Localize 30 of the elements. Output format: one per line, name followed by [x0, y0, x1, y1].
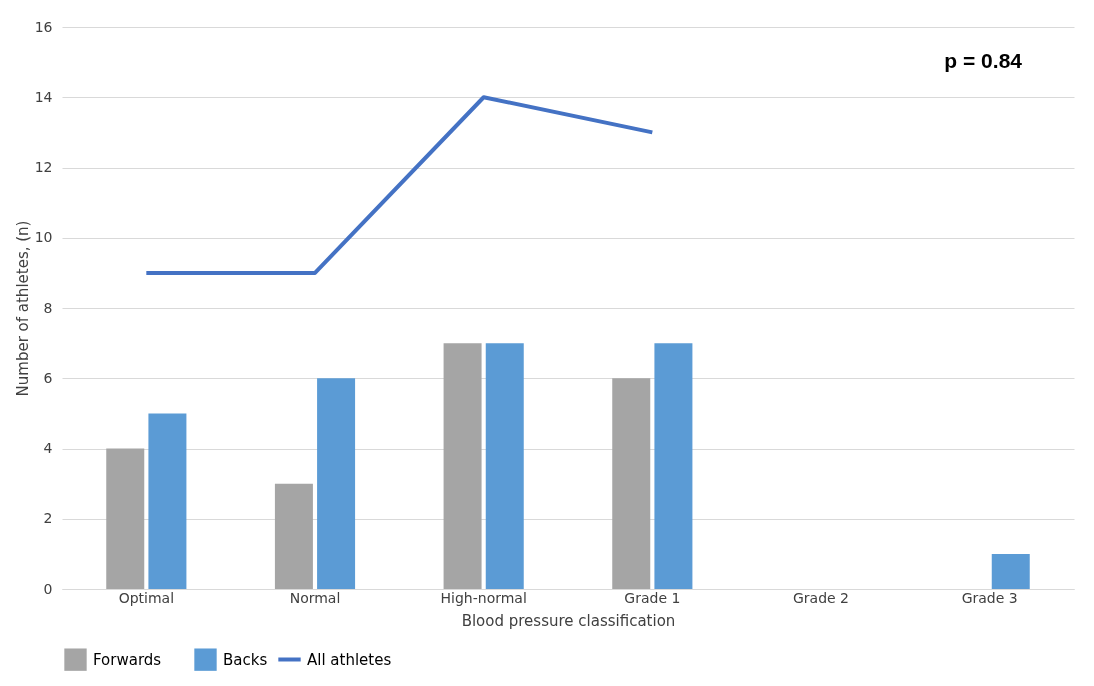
bar — [485, 343, 524, 589]
x-tick-label: High-normal — [440, 589, 527, 606]
bar — [148, 413, 187, 589]
x-tick-label: Grade 3 — [961, 589, 1018, 606]
y-tick-label: 12 — [34, 159, 53, 175]
bar — [106, 448, 145, 589]
x-tick-label: Normal — [289, 589, 341, 606]
y-tick-label: 0 — [43, 580, 53, 597]
x-axis-title: Blood pressure classification — [461, 611, 676, 630]
bar — [991, 553, 1030, 589]
x-tick-label: Grade 2 — [792, 589, 850, 606]
bar — [443, 343, 482, 589]
x-tick-label: Grade 1 — [624, 589, 681, 606]
bar — [274, 483, 313, 589]
annotation: p = 0.84 — [944, 49, 1023, 72]
y-tick-label: 6 — [43, 369, 53, 386]
y-tick-label: 10 — [34, 229, 53, 246]
y-axis-title: Number of athletes, (n) — [13, 220, 32, 397]
bar — [612, 378, 651, 589]
x-tick-label: Optimal — [118, 589, 175, 606]
bar — [317, 378, 356, 589]
bar — [654, 343, 693, 589]
legend-label: All athletes — [307, 650, 392, 669]
legend-label: Forwards — [93, 650, 162, 669]
y-tick-label: 4 — [43, 440, 53, 456]
y-tick-label: 2 — [43, 510, 53, 527]
y-tick-label: 14 — [34, 88, 53, 105]
y-tick-label: 16 — [34, 18, 53, 35]
y-tick-label: 8 — [43, 299, 53, 316]
legend-label: Backs — [223, 650, 268, 669]
